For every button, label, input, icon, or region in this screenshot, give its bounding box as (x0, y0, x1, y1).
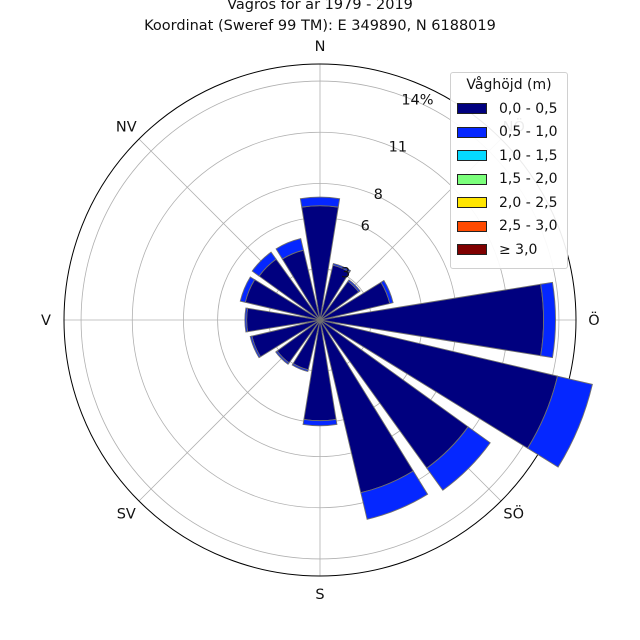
bar-sector-12-series-1 (244, 307, 249, 333)
legend-swatch-1 (457, 126, 487, 138)
bar-sector-11-series-1 (249, 335, 262, 359)
bar-sector-2-series-1 (347, 279, 361, 293)
bar-sector-14-series-1 (251, 251, 277, 277)
direction-label-0: N (315, 39, 326, 55)
legend-item-5: 2,5 - 3,0 (451, 215, 567, 239)
legend-label-6: ≥ 3,0 (499, 241, 538, 258)
legend: Våghöjd (m) 0,0 - 0,5 0,5 - 1,0 1,0 - 1,5 1… (450, 72, 568, 269)
radial-tick-label-2: 8 (374, 187, 383, 203)
direction-label-4: S (315, 587, 324, 603)
bar-sector-3-series-1 (380, 279, 394, 305)
bars (239, 196, 593, 520)
direction-label-1: NV (116, 119, 137, 135)
outer-ring (63, 63, 577, 577)
radial-tick-label-1: 6 (361, 218, 370, 234)
legend-swatch-3 (457, 173, 487, 185)
bar-sector-5-series-1 (527, 375, 593, 468)
legend-item-2: 1,0 - 1,5 (451, 144, 567, 168)
legend-title: Våghöjd (m) (466, 77, 552, 93)
chart-subtitle: Koordinat (Sweref 99 TM): E 349890, N 61… (144, 18, 496, 34)
bar-sector-1-series-1 (332, 262, 352, 273)
legend-item-3: 1,5 - 2,0 (451, 168, 567, 192)
legend-swatch-2 (457, 150, 487, 162)
radial-tick-label-0: 3 (341, 266, 350, 282)
legend-swatch-6 (457, 244, 487, 256)
bar-sector-4-series-1 (540, 281, 556, 359)
direction-label-6: Ö (588, 311, 599, 329)
bar-sector-13-series-1 (239, 276, 256, 303)
legend-item-4: 2,0 - 2,5 (451, 191, 567, 215)
bar-sector-10-series-1 (275, 350, 290, 365)
legend-item-1: 0,5 - 1,0 (451, 121, 567, 145)
bar-sector-9-series-1 (291, 362, 309, 373)
legend-swatch-0 (457, 103, 487, 115)
legend-label-0: 0,0 - 0,5 (499, 100, 558, 117)
legend-item-6: ≥ 3,0 (451, 238, 567, 262)
direction-label-3: SV (117, 507, 136, 523)
bar-sector-7-series-1 (360, 470, 429, 520)
bar-sector-8-series-1 (302, 418, 338, 427)
direction-label-2: V (41, 313, 51, 329)
bar-sector-6-series-1 (426, 426, 491, 491)
legend-label-2: 1,0 - 1,5 (499, 147, 558, 164)
legend-swatch-4 (457, 197, 487, 209)
legend-swatch-5 (457, 220, 487, 232)
legend-label-4: 2,0 - 2,5 (499, 194, 558, 211)
bar-sector-15-series-1 (275, 238, 305, 260)
legend-label-3: 1,5 - 2,0 (499, 171, 558, 188)
chart-title: Vågros för år 1979 - 2019 (227, 0, 413, 13)
bar-sector-0-series-1 (299, 196, 341, 208)
legend-label-5: 2,5 - 3,0 (499, 218, 558, 235)
direction-label-5: SÖ (503, 505, 524, 523)
radial-tick-label-4: 14% (401, 92, 433, 108)
legend-label-1: 0,5 - 1,0 (499, 124, 558, 141)
legend-item-0: 0,0 - 0,5 (451, 97, 567, 121)
radial-tick-label-3: 11 (389, 140, 407, 156)
